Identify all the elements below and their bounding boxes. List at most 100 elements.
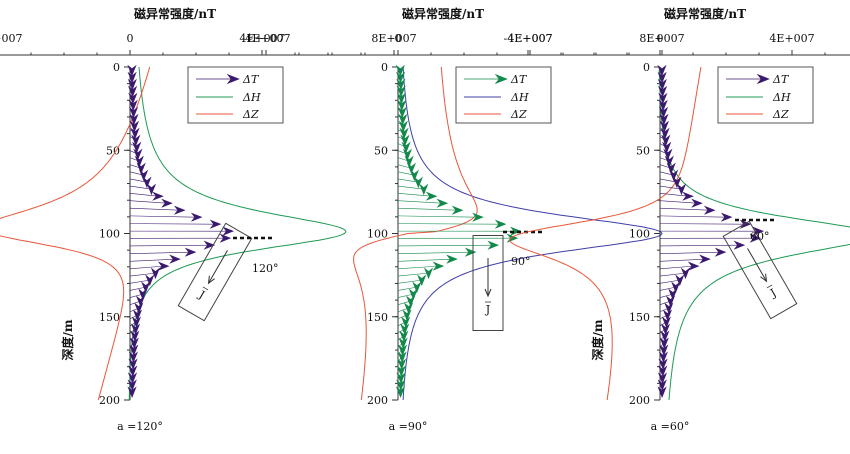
legend-dT-label: ΔT	[510, 73, 528, 86]
y-tick-label: 100	[629, 228, 650, 241]
dT-vector	[660, 280, 680, 283]
dT-vector	[398, 208, 457, 210]
x-tick-label: -4E+007	[242, 32, 291, 45]
dip-angle-label: 90°	[511, 255, 531, 268]
dT-arrow-mark	[402, 143, 410, 153]
dT-vector	[130, 201, 167, 204]
dT-arrow-mark	[410, 171, 418, 181]
x-axis-title: 磁异常强度/nT	[663, 6, 746, 21]
dT-vector	[398, 287, 417, 290]
dT-vector	[398, 193, 431, 196]
dT-vector	[398, 259, 452, 261]
dip-angle-label: 60°	[750, 230, 770, 243]
y-tick-label: 150	[99, 311, 120, 324]
dT-vector	[130, 216, 196, 217]
dT-arrow-mark	[664, 150, 672, 160]
y-tick-label: 50	[636, 144, 650, 157]
legend-box	[718, 67, 813, 123]
legend-dZ-label: ΔZ	[242, 108, 259, 121]
j-vector: J	[196, 249, 230, 302]
dT-arrow-mark	[405, 303, 413, 313]
dT-vector	[398, 294, 413, 297]
legend-dZ-label: ΔZ	[510, 108, 527, 121]
dT-vector	[130, 259, 175, 261]
dT-vector	[130, 273, 155, 276]
dT-vector	[660, 252, 720, 254]
x-axis-title: 磁异常强度/nT	[401, 6, 484, 21]
y-axis-label: 深度/m	[590, 319, 605, 360]
dT-arrow-mark	[135, 303, 143, 313]
magnetized-body: J	[473, 236, 503, 331]
y-tick-label: 100	[99, 228, 120, 241]
dip-angle-label: 120°	[252, 262, 279, 275]
dT-arrow-mark	[665, 303, 673, 313]
y-tick-label: 200	[629, 394, 650, 407]
panel-1: 磁异常强度/nT-4E+00704E+0078E+007050100150200…	[0, 6, 417, 433]
y-tick-label: 200	[367, 394, 388, 407]
dT-vector	[660, 266, 693, 269]
y-tick-label: 0	[381, 61, 388, 74]
dT-vector	[130, 193, 158, 196]
legend-dZ-label: ΔZ	[772, 108, 789, 121]
x-tick-label: 0	[657, 32, 664, 45]
dT-vector	[398, 224, 500, 225]
dT-vector	[130, 224, 215, 225]
dT-vector	[660, 245, 739, 246]
dT-vector	[398, 252, 470, 254]
dT-arrow-mark	[403, 310, 411, 320]
x-tick-label: 4E+007	[769, 32, 814, 45]
dT-arrow-mark	[420, 185, 428, 195]
legend-dH-label: ΔH	[510, 91, 529, 104]
j-arrow-line	[209, 250, 228, 282]
dT-vector	[660, 224, 745, 225]
dT-vector	[398, 245, 493, 246]
dT-vector	[660, 259, 705, 261]
x-tick-label: 0	[395, 32, 402, 45]
y-tick-label: 150	[367, 311, 388, 324]
x-tick-label: -4E+007	[0, 32, 22, 45]
j-vector: J	[745, 247, 779, 300]
dT-vector	[398, 201, 442, 204]
dT-vector	[398, 273, 429, 276]
dT-vector	[398, 216, 478, 217]
dT-vector	[660, 208, 710, 210]
j-arrow-line	[748, 248, 767, 280]
x-axis-title: 磁异常强度/nT	[133, 6, 216, 21]
legend-box	[188, 67, 283, 123]
legend-box	[456, 67, 551, 123]
y-tick-label: 0	[643, 61, 650, 74]
panel-3: 磁异常强度/nT-4E+00704E+0078E+007050100150200…	[504, 6, 850, 433]
panel-caption: a =90°	[389, 420, 428, 433]
dT-vector	[398, 186, 424, 189]
j-label: J	[767, 286, 778, 300]
y-axis-label: 深度/m	[60, 319, 75, 360]
dT-vector	[660, 216, 726, 217]
y-tick-label: 50	[374, 144, 388, 157]
legend-dH-label: ΔH	[242, 91, 261, 104]
dT-vector	[130, 245, 209, 246]
y-tick-label: 200	[99, 394, 120, 407]
x-tick-label: -4E+007	[504, 32, 553, 45]
dT-vector	[130, 280, 150, 283]
dT-vector	[130, 208, 180, 210]
dT-arrow-mark	[134, 150, 142, 160]
y-tick-label: 0	[113, 61, 120, 74]
legend-dH-label: ΔH	[772, 91, 791, 104]
y-tick-label: 150	[629, 311, 650, 324]
panel-caption: a =60°	[651, 420, 690, 433]
dT-vector	[660, 273, 685, 276]
legend-dT-label: ΔT	[772, 73, 790, 86]
dT-vector	[660, 287, 676, 290]
dT-vector	[130, 287, 146, 290]
dT-vector	[398, 280, 422, 283]
dT-vector	[130, 252, 190, 254]
panel-caption: a =120°	[117, 420, 163, 433]
dT-vector	[660, 201, 697, 204]
dT-arrow-mark	[133, 143, 141, 153]
x-tick-label: 0	[127, 32, 134, 45]
dT-arrow-mark	[663, 143, 671, 153]
j-label: J	[196, 288, 207, 302]
